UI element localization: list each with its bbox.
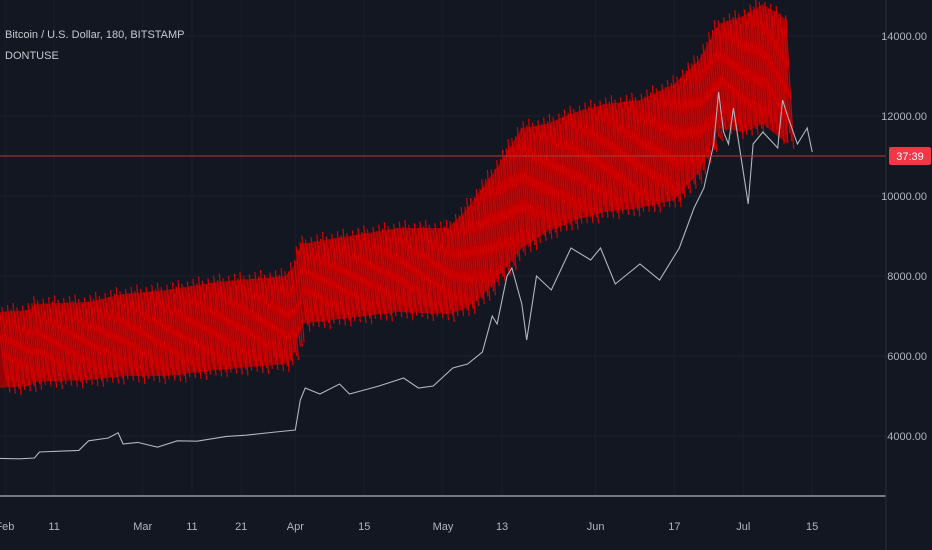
x-tick-label: May [433,521,454,533]
x-tick-label: 15 [806,521,818,533]
indicator-band-fill [0,4,788,388]
price-tag-label: 37:39 [896,151,924,163]
y-tick-label: 12000.00 [881,111,927,123]
price-tag: 37:39 [889,147,931,165]
chart-legend: Bitcoin / U.S. Dollar, 180, BITSTAMP DON… [5,27,185,64]
indicator-band [0,0,795,396]
x-tick-label: 11 [48,521,59,533]
price-axis[interactable]: 4000.00 6000.00 8000.00 10000.00 12000.00 140… [881,31,927,443]
time-axis[interactable]: Feb 11 Mar 11 21 Apr 15 May 13 Jun 17 Jul 15 [0,521,818,533]
x-tick-label: Mar [133,521,152,533]
y-tick-label: 8000.00 [887,271,927,283]
price-line [0,91,813,460]
indicator-label[interactable]: DONTUSE [5,50,59,62]
y-tick-label: 14000.00 [881,31,927,43]
x-tick-label: 15 [358,521,370,533]
y-tick-label: 10000.00 [881,191,927,203]
x-tick-label: 17 [668,521,680,533]
x-tick-label: Apr [287,521,304,533]
x-tick-label: Jul [736,521,750,533]
x-tick-label: Jun [587,521,605,533]
x-tick-label: Feb [0,521,14,533]
y-tick-label: 4000.00 [887,431,927,443]
x-tick-label: 21 [235,521,247,533]
x-tick-label: 13 [496,521,508,533]
price-series [0,91,813,460]
x-tick-label: 11 [186,521,197,533]
indicator-band-hatch [0,0,795,396]
symbol-title[interactable]: Bitcoin / U.S. Dollar, 180, BITSTAMP [5,29,185,41]
y-tick-label: 6000.00 [887,351,927,363]
